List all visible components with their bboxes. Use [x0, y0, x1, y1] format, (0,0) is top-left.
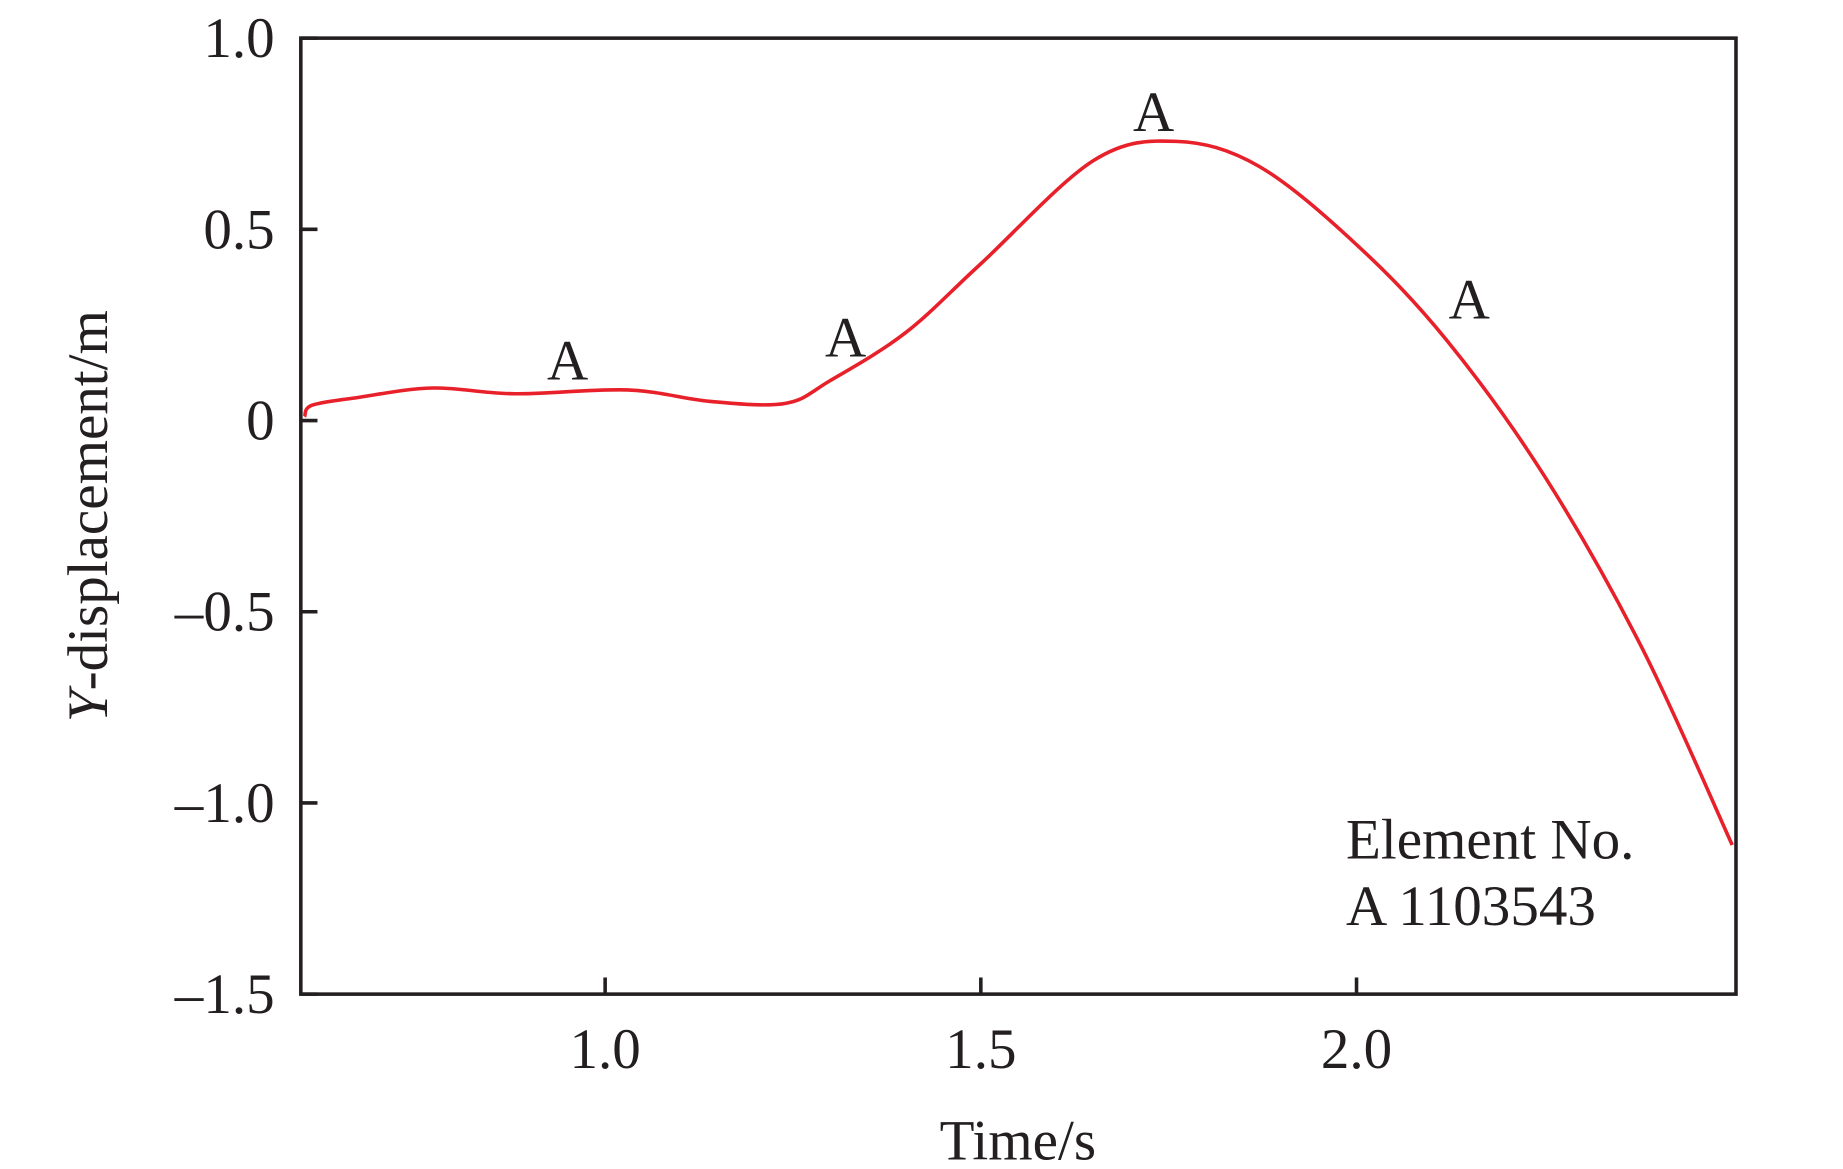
y-axis-label: Y-displacement/m: [57, 310, 120, 722]
annotation-label: A: [825, 307, 866, 370]
x-tick-label: 2.0: [1321, 1018, 1392, 1081]
y-tick-label: 0: [246, 390, 275, 453]
annotation-label: A: [1449, 268, 1490, 331]
y-tick-label: –0.5: [174, 581, 275, 644]
y-tick-label: 1.0: [203, 7, 274, 70]
series-line: [302, 139, 1734, 846]
legend-line-2: A 1103543: [1346, 875, 1596, 938]
annotation-label: A: [1133, 81, 1174, 144]
y-tick-label: 0.5: [203, 198, 274, 261]
y-tick-label: –1.0: [174, 772, 275, 835]
x-tick-label: 1.0: [569, 1018, 640, 1081]
y-axis-label-rest: -displacement/m: [57, 310, 120, 690]
x-axis-label: Time/s: [940, 1109, 1096, 1169]
x-tick-label: 1.5: [945, 1018, 1016, 1081]
legend-line-1: Element No.: [1346, 809, 1634, 872]
plot-frame: [299, 36, 1738, 996]
annotation-label: A: [547, 330, 588, 393]
y-tick-label: –1.5: [174, 963, 275, 1026]
y-axis-label-italic: Y: [57, 685, 120, 722]
